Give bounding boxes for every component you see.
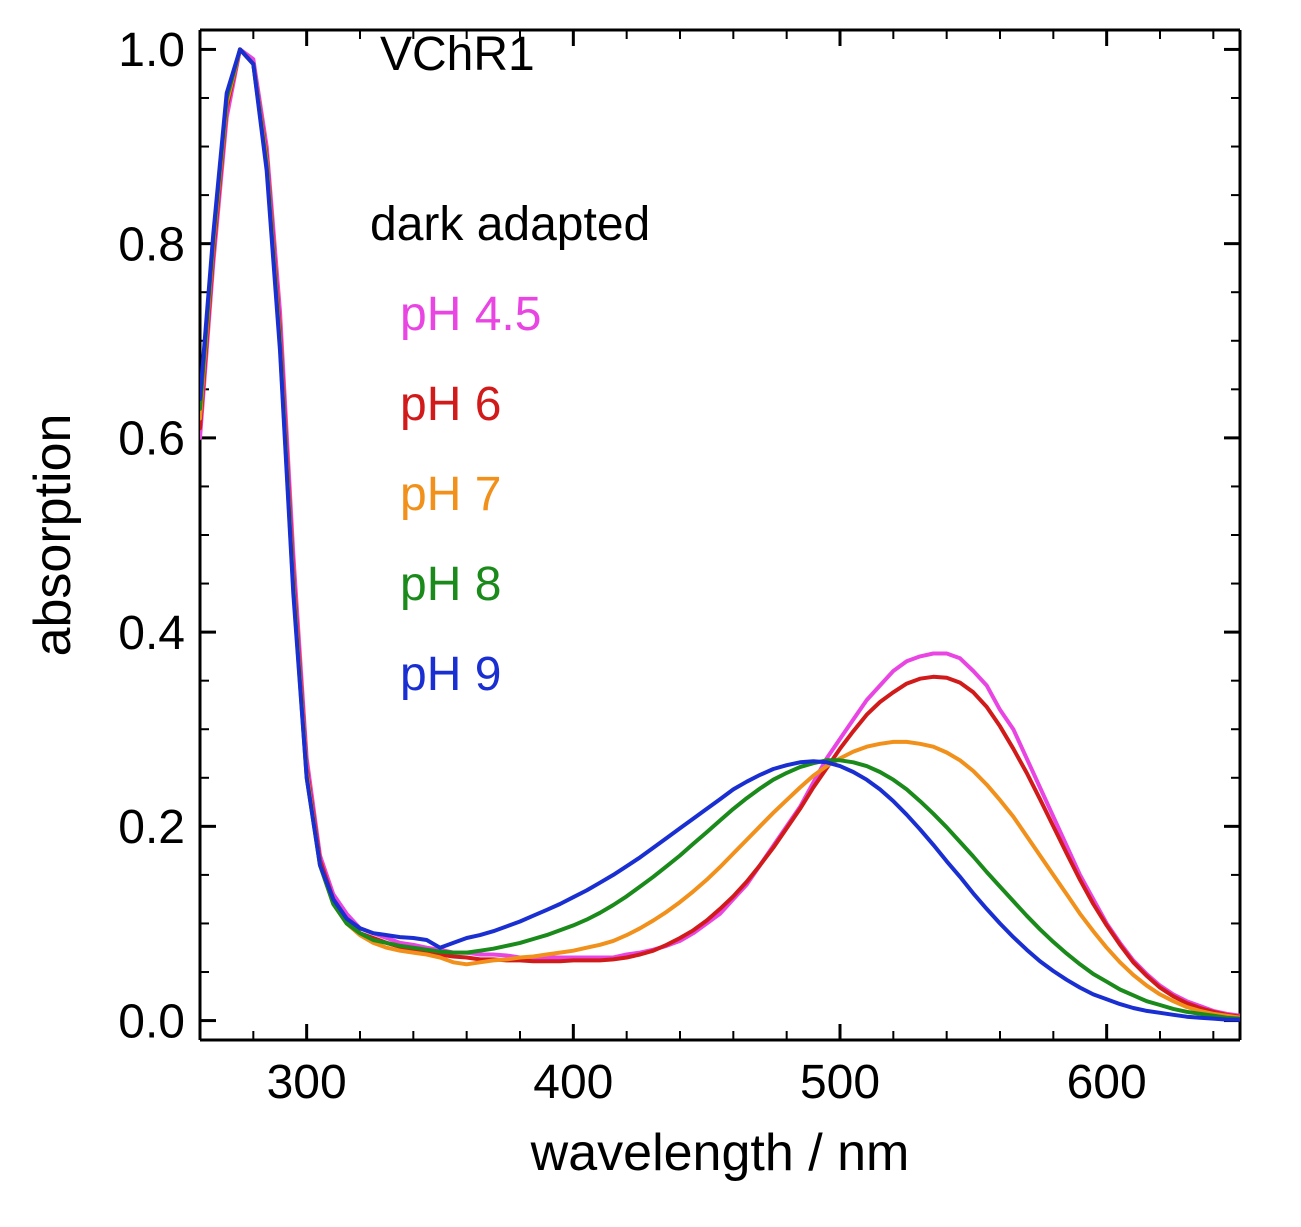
legend-item: pH 8 [400,558,501,611]
ytick-label: 0.8 [118,218,185,271]
xtick-label: 300 [267,1056,347,1109]
ytick-label: 1.0 [118,24,185,77]
absorption-chart: 300 400 500 600 0.0 0.2 0.4 0.6 0.8 1.0 wavelength… [0,0,1301,1227]
chart-svg: 300 400 500 600 0.0 0.2 0.4 0.6 0.8 1.0 wavelength… [0,0,1301,1227]
ytick-label: 0.0 [118,995,185,1048]
legend-header: dark adapted [370,198,650,251]
ytick-label: 0.4 [118,607,185,660]
ytick-label: 0.2 [118,801,185,854]
legend-item: pH 4.5 [400,288,541,341]
xtick-label: 600 [1067,1056,1147,1109]
legend-item: pH 6 [400,378,501,431]
y-axis-label: absorption [24,414,82,657]
xtick-label: 400 [533,1056,613,1109]
xtick-label: 500 [800,1056,880,1109]
chart-title: VChR1 [380,28,535,81]
legend-item: pH 7 [400,468,501,521]
ytick-label: 0.6 [118,413,185,466]
x-axis-label: wavelength / nm [530,1124,910,1182]
legend-item: pH 9 [400,648,501,701]
